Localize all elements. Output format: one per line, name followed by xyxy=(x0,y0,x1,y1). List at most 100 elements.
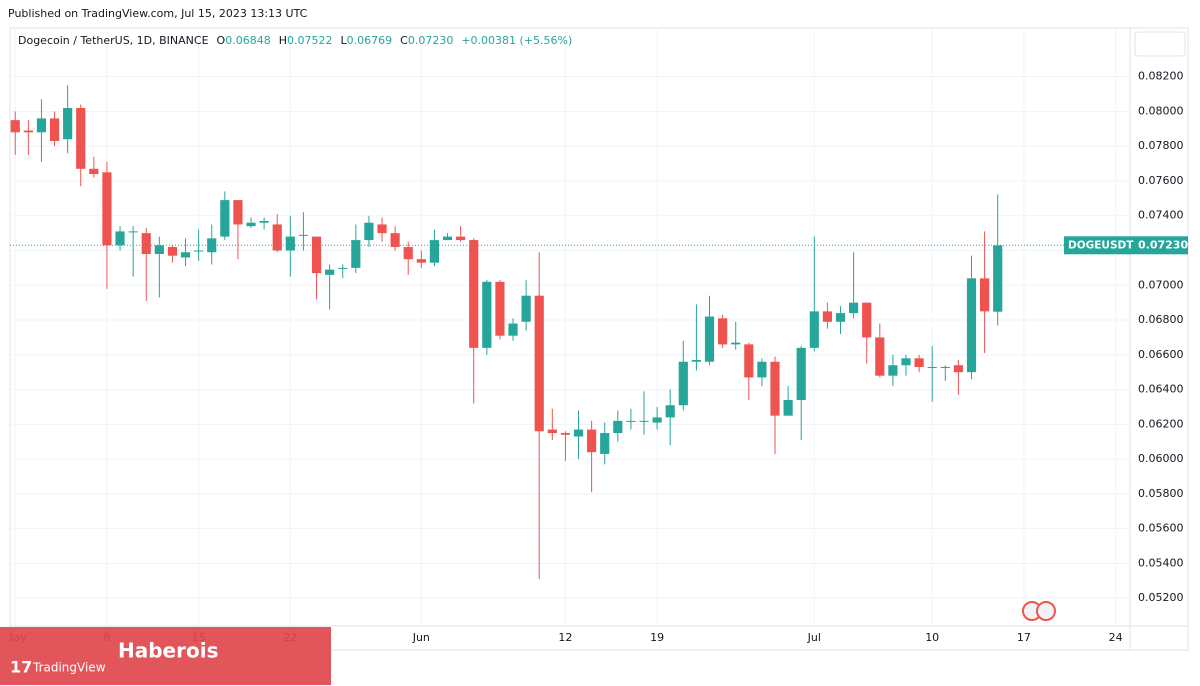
x-tick-label: 24 xyxy=(1109,631,1123,644)
chart-frame xyxy=(9,27,1189,651)
y-tick-label: 0.05400 xyxy=(1138,556,1184,569)
candle-body xyxy=(835,313,846,322)
candle-body xyxy=(36,118,47,133)
y-tick-label: 0.07400 xyxy=(1138,209,1184,222)
toolbar-button[interactable] xyxy=(1134,31,1186,57)
candle-body xyxy=(23,130,33,133)
candle-body xyxy=(495,281,505,336)
candle-body xyxy=(940,366,950,368)
y-tick-label: 0.08000 xyxy=(1138,104,1184,117)
candle-body xyxy=(167,247,178,256)
legend-symbol: Dogecoin / TetherUS, 1D, BINANCE O0.06848… xyxy=(18,34,572,47)
x-tick-label: Jun xyxy=(412,631,430,644)
y-tick-label: 0.07600 xyxy=(1138,174,1184,187)
y-tick-label: 0.07800 xyxy=(1138,139,1184,152)
candle-body xyxy=(390,233,400,248)
candle-body xyxy=(351,240,361,268)
candle-body xyxy=(272,224,282,251)
candle-body xyxy=(862,302,872,338)
x-tick-label: 10 xyxy=(925,631,939,644)
candle-body xyxy=(285,236,295,251)
candle-body xyxy=(442,236,453,241)
candle-body xyxy=(980,278,990,312)
candle-body xyxy=(875,337,885,376)
candle-body xyxy=(403,247,413,260)
candle-body xyxy=(10,120,20,133)
value: 0.06848 xyxy=(225,34,271,47)
candle-body xyxy=(338,267,348,269)
candle-body xyxy=(246,222,256,227)
candle-body xyxy=(678,361,688,406)
candle-body xyxy=(652,417,662,423)
candle-body xyxy=(311,236,322,274)
candle-body xyxy=(377,224,387,234)
candle-body xyxy=(547,429,557,434)
y-tick-label: 0.06000 xyxy=(1138,452,1184,465)
x-tick-label: 12 xyxy=(558,631,572,644)
candle-body xyxy=(953,365,963,373)
candle-body xyxy=(573,429,584,437)
candle-body xyxy=(993,245,1003,312)
candle-body xyxy=(469,240,479,348)
candle-body xyxy=(783,400,793,416)
candle-body xyxy=(49,118,60,141)
y-tick-label: 0.06400 xyxy=(1138,383,1184,396)
y-tick-label: 0.06200 xyxy=(1138,417,1184,430)
value: 0.06769 xyxy=(347,34,393,47)
y-tick-label: 0.05600 xyxy=(1138,522,1184,535)
candle-body xyxy=(534,295,544,432)
candle-body xyxy=(822,311,832,322)
candle-body xyxy=(508,323,518,336)
candle-body xyxy=(194,250,204,252)
last-price-label: 0.07230 xyxy=(1138,238,1188,251)
value: 0.07522 xyxy=(287,34,333,47)
flag-icon xyxy=(1022,601,1056,621)
candle-body xyxy=(456,236,466,241)
candle-body xyxy=(482,281,492,348)
symbol: Dogecoin / TetherUS, 1D, BINANCE xyxy=(18,34,209,47)
ohlc-legend: Dogecoin / TetherUS, 1D, BINANCE O0.06848… xyxy=(18,34,572,47)
y-tick-label: 0.08200 xyxy=(1138,70,1184,83)
candle-body xyxy=(691,360,701,362)
candle-body xyxy=(220,200,230,237)
candle-body xyxy=(927,366,937,368)
candle-body xyxy=(849,302,859,314)
brand: TradingView xyxy=(32,661,106,675)
candle-body xyxy=(76,107,86,169)
candle-body xyxy=(626,420,636,422)
candle-body xyxy=(259,220,269,223)
x-tick-label: 17 xyxy=(1017,631,1031,644)
candle-body xyxy=(770,361,780,416)
key: L xyxy=(341,34,348,47)
change: +0.00381 (+5.56%) xyxy=(461,34,572,47)
candle-body xyxy=(115,231,125,246)
candle-body xyxy=(521,295,531,322)
candle-body xyxy=(888,365,898,376)
candle-body xyxy=(560,433,570,435)
candle-body xyxy=(325,269,335,275)
candle-body xyxy=(233,200,243,225)
brand-logo: 𝟭𝟳 xyxy=(10,658,32,677)
last-price-tag xyxy=(1064,236,1188,255)
candle-body xyxy=(613,420,623,434)
watermark-box xyxy=(0,627,331,685)
published-note: Published on TradingView.com, Jul 15, 20… xyxy=(8,7,308,20)
candle-body xyxy=(102,172,112,246)
candle-body xyxy=(364,222,374,241)
candle-body xyxy=(809,311,819,348)
candle-body xyxy=(901,358,911,366)
key: O xyxy=(217,34,226,47)
candle-body xyxy=(416,259,426,263)
watermark: Haberois xyxy=(118,639,218,663)
value: 0.07230 xyxy=(408,34,454,47)
y-tick-label: 0.05800 xyxy=(1138,487,1184,500)
candle-body xyxy=(298,234,309,236)
candle-body xyxy=(587,429,597,453)
key: C xyxy=(400,34,408,47)
candle-body xyxy=(639,420,649,422)
candle-body xyxy=(665,405,675,418)
candle-body xyxy=(796,347,806,401)
key: H xyxy=(279,34,287,47)
candle-body xyxy=(704,316,715,362)
x-tick-label: 19 xyxy=(650,631,664,644)
